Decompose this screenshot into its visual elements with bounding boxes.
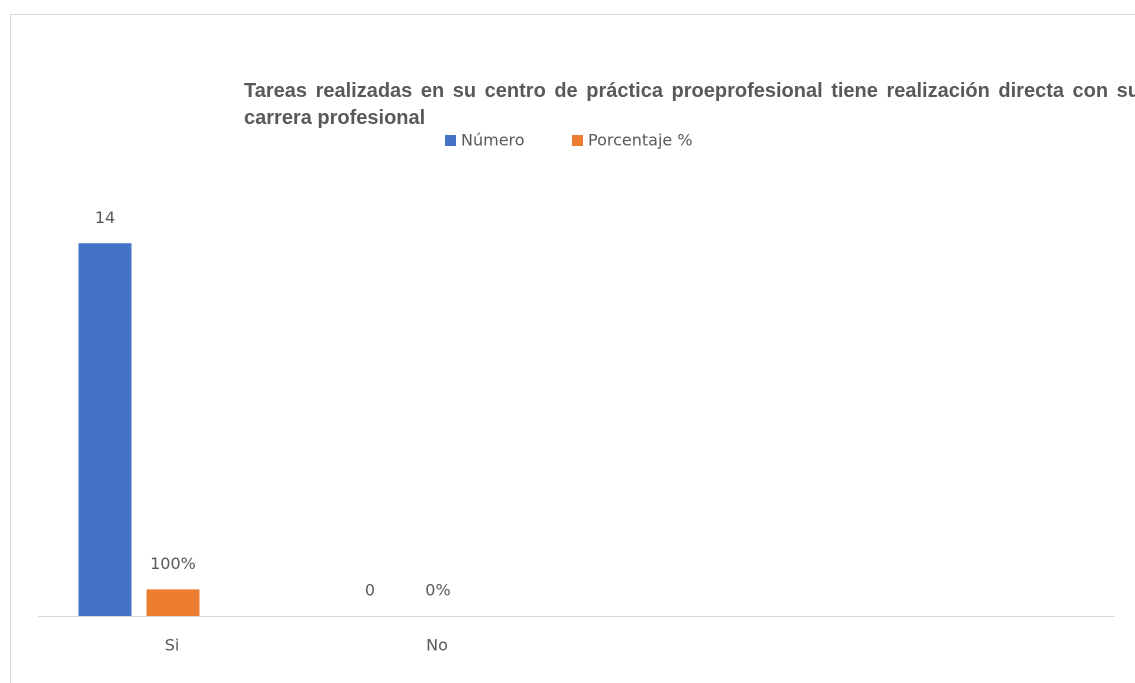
legend-label: Número bbox=[461, 131, 525, 150]
page: Tareas realizadas en su centro de prácti… bbox=[10, 14, 1135, 683]
x-tick-label: Si bbox=[165, 636, 180, 655]
value-label: 100% bbox=[150, 554, 196, 573]
value-label: 14 bbox=[95, 208, 115, 227]
bar bbox=[146, 589, 200, 616]
legend-label: Porcentaje % bbox=[588, 131, 693, 150]
value-label: 0 bbox=[365, 581, 375, 600]
x-tick-label: No bbox=[426, 636, 448, 655]
chart-frame bbox=[10, 14, 1135, 683]
value-label: 0% bbox=[425, 581, 450, 600]
bar bbox=[78, 243, 132, 616]
chart-title: Tareas realizadas en su centro de prácti… bbox=[244, 80, 1135, 129]
chart: Número Porcentaje % Si 14 100% No 0 0% bbox=[38, 131, 1115, 655]
legend-swatch bbox=[445, 135, 456, 146]
legend-swatch bbox=[572, 135, 583, 146]
